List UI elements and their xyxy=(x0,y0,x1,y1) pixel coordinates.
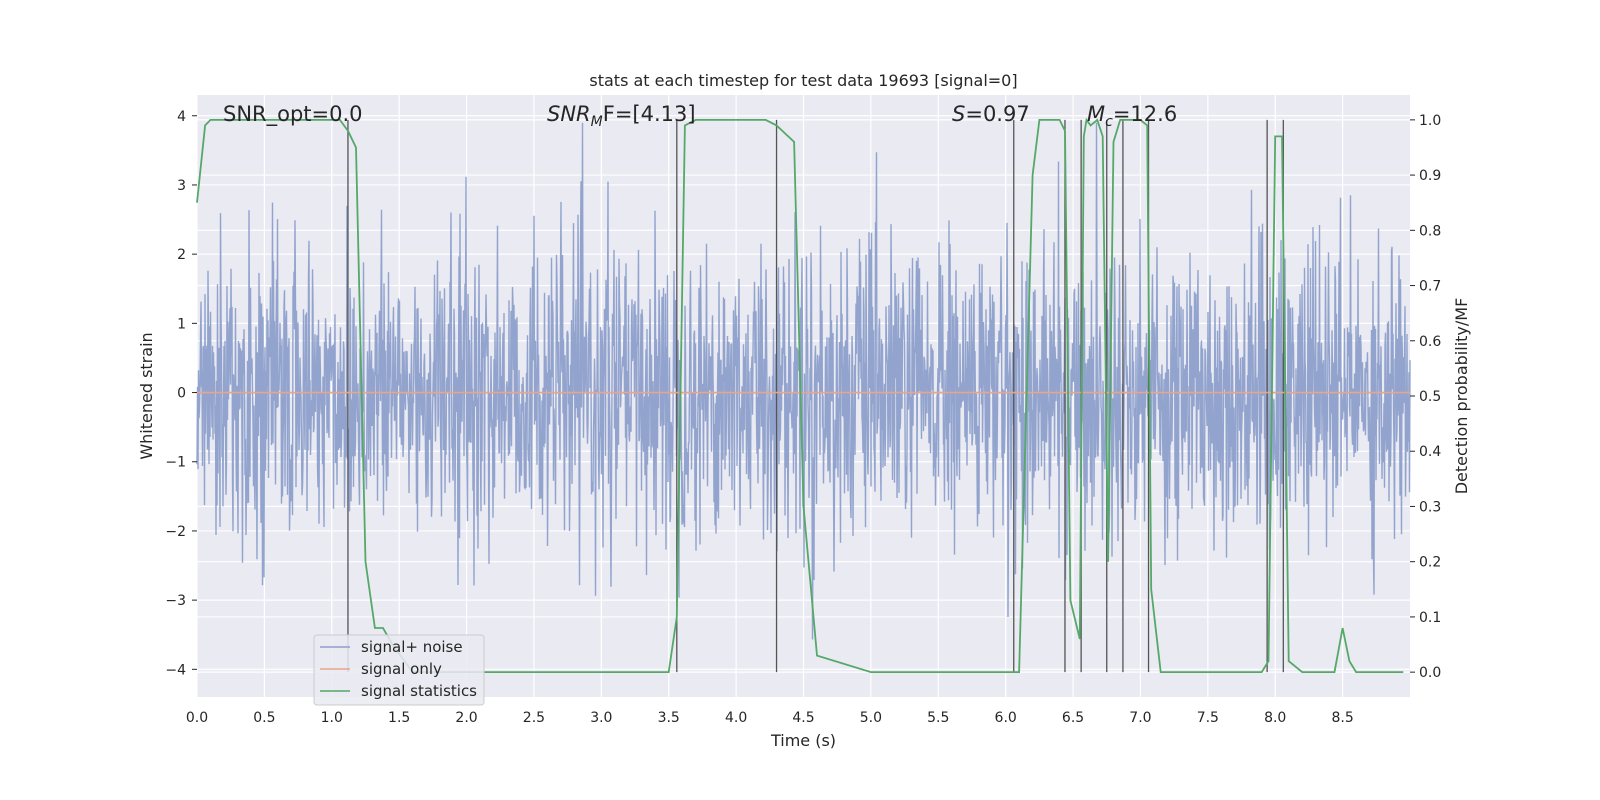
x-tick-label: 7.0 xyxy=(1129,710,1151,726)
chart-title: stats at each timestep for test data 196… xyxy=(589,71,1017,90)
annotation-snr-mf-subscript: M xyxy=(591,114,603,130)
x-tick-label: 3.0 xyxy=(590,710,612,726)
x-tick-label: 1.5 xyxy=(388,710,410,726)
y-tick-label-right: 0.8 xyxy=(1419,223,1441,239)
x-tick-label: 4.5 xyxy=(792,710,814,726)
y-tick-label-left: 0 xyxy=(177,386,186,402)
y-tick-label-right: 0.4 xyxy=(1419,444,1441,460)
legend-label-signal-only: signal only xyxy=(361,660,442,678)
y-tick-label-left: −1 xyxy=(165,455,186,471)
annotation-snr-mf: SNRMF=[4.13] xyxy=(547,102,696,130)
y-tick-label-right: 0.3 xyxy=(1419,499,1441,515)
annotation-s: S=0.97 xyxy=(952,102,1030,126)
annotation-s-symbol: S xyxy=(952,102,965,126)
y-tick-label-left: 4 xyxy=(177,109,186,125)
y-axis-label-right: Detection probability/MF xyxy=(1452,298,1471,495)
series-signal-statistics xyxy=(196,117,1404,673)
y-tick-label-left: 3 xyxy=(177,178,186,194)
annotation-s-value: =0.97 xyxy=(965,102,1029,126)
y-tick-label-right: 0.6 xyxy=(1419,334,1441,350)
noise-layer xyxy=(196,122,1411,640)
annotation-snr-mf-symbol: SNR xyxy=(547,102,591,126)
x-tick-label: 5.5 xyxy=(927,710,949,726)
ticks-layer: 0.0 0.5 1.0 1.5 2.0 2.5 3.0 3.5 4.0 4.5 5.0 5.5 6.0 6… xyxy=(165,109,1441,726)
y-tick-label-right: 0.2 xyxy=(1419,555,1441,571)
annotation-snr-opt: SNR_opt=0.0 xyxy=(223,102,363,127)
x-tick-label: 3.5 xyxy=(658,710,680,726)
annotation-mc: Mc=12.6 xyxy=(1087,102,1177,130)
y-tick-label-right: 0.7 xyxy=(1419,279,1441,295)
x-axis-label: Time (s) xyxy=(770,731,836,750)
y-tick-label-right: 0.5 xyxy=(1419,389,1441,405)
x-tick-label: 0.5 xyxy=(253,710,275,726)
legend-label-signal-statistics: signal statistics xyxy=(361,682,477,700)
x-tick-label: 8.5 xyxy=(1331,710,1353,726)
y-tick-label-right: 0.0 xyxy=(1419,665,1441,681)
y-tick-label-right: 1.0 xyxy=(1419,113,1441,129)
y-tick-label-left: −3 xyxy=(165,593,186,609)
x-tick-label: 0.0 xyxy=(186,710,208,726)
y-tick-label-left: −2 xyxy=(165,524,186,540)
y-tick-label-left: 1 xyxy=(177,316,186,332)
x-tick-label: 7.5 xyxy=(1197,710,1219,726)
y-axis-label-left: Whitened strain xyxy=(137,332,156,459)
legend-label-signal-noise: signal+ noise xyxy=(361,638,463,656)
y-tick-label-left: 2 xyxy=(177,247,186,263)
y-tick-label-left: −4 xyxy=(165,662,186,678)
annotation-snr-mf-value: F=[4.13] xyxy=(603,102,696,126)
series-layer xyxy=(196,117,1410,673)
legend-box xyxy=(313,634,485,706)
x-tick-label: 5.0 xyxy=(860,710,882,726)
annotation-mc-symbol: M xyxy=(1087,102,1105,126)
y-tick-label-right: 0.9 xyxy=(1419,168,1441,184)
y-tick-label-right: 0.1 xyxy=(1419,610,1441,626)
x-tick-label: 8.0 xyxy=(1264,710,1286,726)
x-tick-label: 1.0 xyxy=(321,710,343,726)
x-tick-label: 2.0 xyxy=(455,710,477,726)
x-tick-label: 4.0 xyxy=(725,710,747,726)
annotation-mc-value: =12.6 xyxy=(1113,102,1177,126)
x-tick-label: 6.5 xyxy=(1062,710,1084,726)
annotation-mc-subscript: c xyxy=(1105,114,1113,130)
x-tick-label: 6.0 xyxy=(995,710,1017,726)
legend: signal+ noise signal only signal statist… xyxy=(313,634,485,706)
x-tick-label: 2.5 xyxy=(523,710,545,726)
series-signal-noise xyxy=(196,122,1411,640)
